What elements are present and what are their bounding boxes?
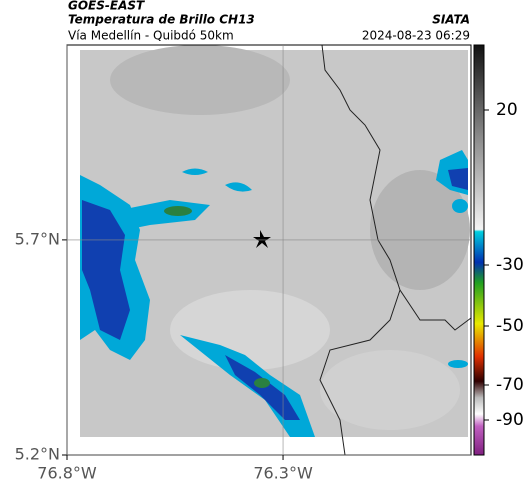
site-marker: [253, 230, 271, 248]
title: GOES-EAST: [68, 0, 145, 13]
lon-tick-label: 76.3°W: [253, 464, 313, 483]
colorbar: [473, 44, 485, 456]
lat-tick-label: 5.2°N: [15, 445, 60, 464]
lat-tick-label: 5.7°N: [15, 229, 60, 248]
colorbar-tick-label: -30: [496, 255, 524, 275]
source: SIATA: [432, 13, 470, 27]
colorbar-tick-label: -70: [496, 375, 524, 395]
colorbar-tick-label: -90: [496, 410, 524, 430]
subtitle: Temperatura de Brillo CH13: [68, 13, 255, 27]
location: Vía Medellín - Quibdó 50km: [68, 29, 234, 43]
colorbar-tick-label: -50: [496, 316, 524, 336]
lon-tick-label: 76.8°W: [37, 464, 97, 483]
map-field: [80, 44, 472, 456]
datetime: 2024-08-23 06:29: [362, 29, 470, 43]
colorbar-tick-label: 20: [496, 100, 518, 120]
